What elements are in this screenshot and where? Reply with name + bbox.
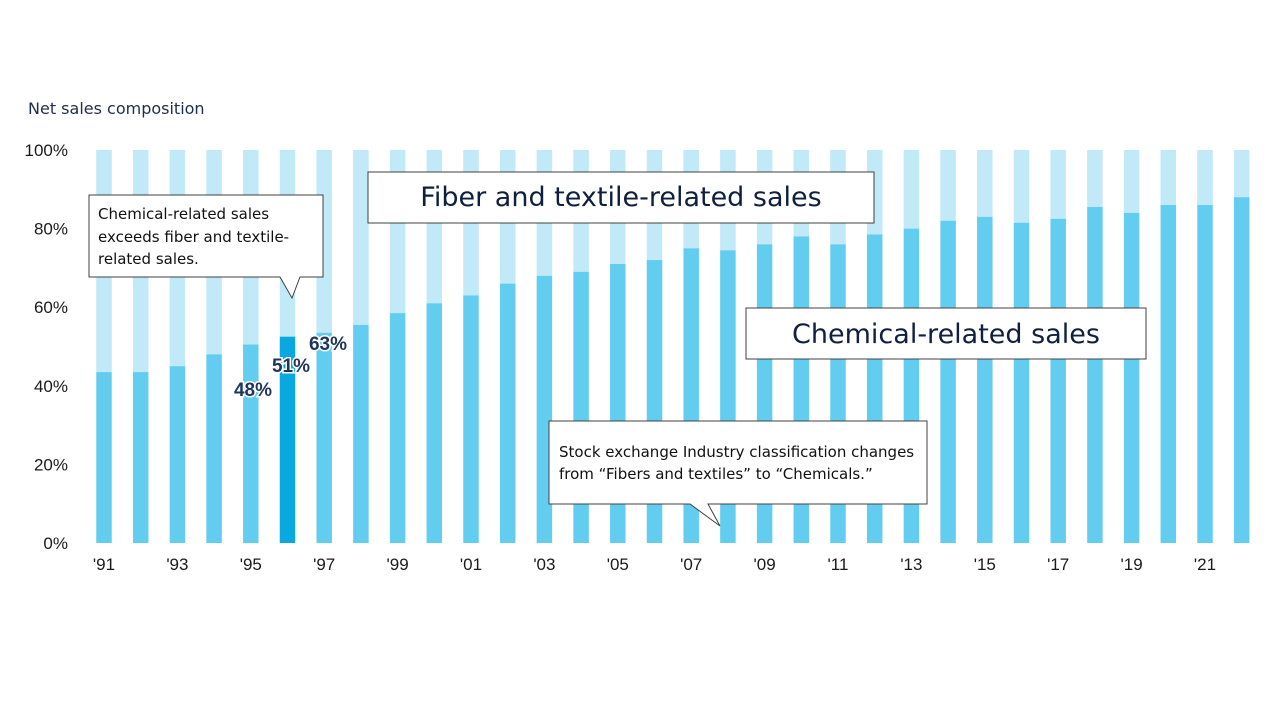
bar-fiber-27 [1087, 150, 1103, 207]
callout-exceeds: Chemical-related sales exceeds fiber and… [88, 194, 324, 300]
chemical-series-label-text: Chemical-related sales [792, 319, 1100, 350]
bar-chemical-10 [463, 295, 479, 543]
bar-chemical-9 [426, 303, 443, 543]
x-tick-label: '03 [533, 555, 555, 574]
x-tick-label: '19 [1121, 555, 1143, 574]
bar-chemical-0 [96, 372, 112, 543]
x-tick-label: '17 [1047, 555, 1069, 574]
bar-fiber-7 [353, 150, 369, 325]
x-tick-label: '15 [974, 555, 996, 574]
bar-fiber-30 [1197, 150, 1213, 206]
callout-exceeds-line-1: Chemical-related sales [98, 205, 269, 223]
bar-chemical-11 [499, 283, 516, 543]
data-label: 51% [272, 356, 310, 377]
x-tick-label: '09 [754, 555, 776, 574]
y-tick-label: 40% [34, 377, 68, 396]
y-axis-title: Net sales composition [28, 99, 205, 118]
bar-chemical-24 [977, 216, 993, 543]
y-tick-label: 100% [25, 141, 68, 160]
bar-chemical-29 [1160, 205, 1177, 543]
bar-chemical-27 [1087, 206, 1103, 544]
bar-chemical-2 [169, 366, 186, 543]
callout-classification-line-1: Stock exchange Industry classification c… [559, 443, 914, 461]
bar-fiber-25 [1013, 150, 1030, 223]
bar-chemical-3 [206, 354, 222, 543]
x-tick-label: '05 [607, 555, 629, 574]
y-tick-label: 80% [34, 220, 68, 239]
bar-chemical-6 [316, 332, 332, 543]
x-tick-label: '95 [240, 555, 262, 574]
bar-fiber-22 [903, 150, 920, 229]
x-tick-label: '01 [460, 555, 482, 574]
y-ticks-group: 0% 20% 40% 60% 80% 100% [25, 141, 68, 553]
bar-chemical-8 [389, 313, 406, 543]
bar-fiber-29 [1160, 150, 1177, 206]
y-tick-label: 20% [34, 455, 68, 474]
x-tick-label: '13 [900, 555, 922, 574]
fiber-series-label: Fiber and textile-related sales [367, 171, 875, 224]
bar-chemical-12 [536, 275, 553, 543]
y-tick-label: 60% [34, 298, 68, 317]
x-tick-label: '97 [313, 555, 335, 574]
bar-chemical-7 [353, 324, 369, 543]
callout-classification-line-2: from “Fibers and textiles” to “Chemicals… [559, 465, 873, 483]
bar-chemical-28 [1123, 212, 1140, 543]
bar-chemical-23 [940, 220, 956, 544]
x-tick-label: '91 [93, 555, 115, 574]
bar-chemical-1 [132, 372, 149, 543]
x-tick-label: '99 [387, 555, 409, 574]
data-labels-group: 48%51%63% [232, 333, 348, 403]
x-tick-label: '11 [828, 555, 849, 574]
x-tick-label: '93 [166, 555, 188, 574]
data-label: 48% [234, 380, 272, 401]
bar-chemical-5 [279, 336, 296, 543]
data-label: 63% [309, 334, 347, 355]
bar-fiber-31 [1233, 150, 1250, 198]
fiber-series-label-text: Fiber and textile-related sales [420, 182, 821, 213]
bar-fiber-24 [977, 150, 993, 217]
x-tick-label: '07 [680, 555, 702, 574]
y-tick-label: 0% [43, 534, 68, 553]
bar-fiber-28 [1123, 150, 1140, 213]
bar-chemical-26 [1050, 218, 1066, 543]
bar-chemical-31 [1233, 197, 1250, 543]
x-ticks-group: '91 '93 '95 '97 '99 '01 '03 '05 '07 '09 '11 '13 '15 '… [93, 555, 1216, 574]
bar-chemical-30 [1197, 205, 1213, 543]
chemical-series-label: Chemical-related sales [745, 307, 1147, 360]
callout-exceeds-line-3: related sales. [98, 250, 199, 268]
x-tick-label: '21 [1194, 555, 1216, 574]
callout-classification: Stock exchange Industry classification c… [548, 420, 928, 527]
bar-chemical-25 [1013, 222, 1030, 543]
bar-chemical-4 [243, 344, 259, 543]
callout-exceeds-line-2: exceeds fiber and textile- [98, 228, 289, 246]
bar-fiber-23 [940, 150, 956, 221]
bar-fiber-26 [1050, 150, 1066, 219]
